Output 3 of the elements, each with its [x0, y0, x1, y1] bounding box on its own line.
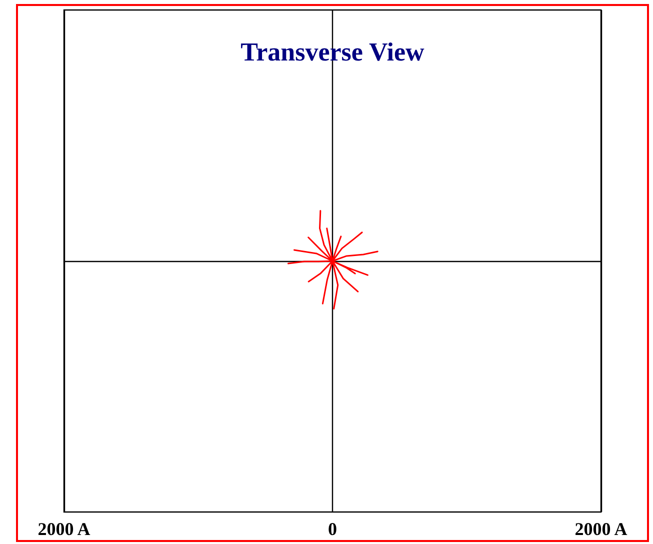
x-tick-label: 2000 A: [38, 519, 90, 539]
x-tick-label: 2000 A: [574, 519, 628, 539]
x-tick-label: 0: [328, 519, 337, 539]
